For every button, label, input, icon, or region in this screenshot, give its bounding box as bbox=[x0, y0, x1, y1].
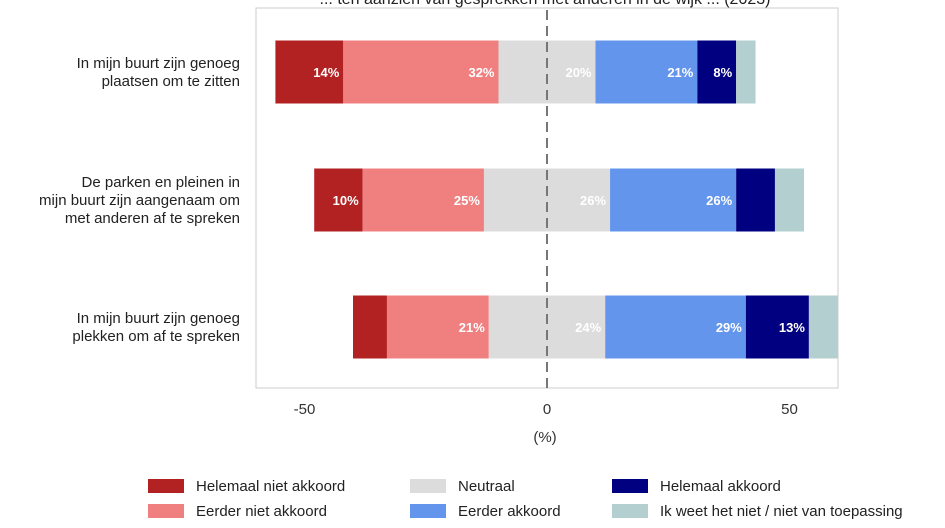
chart-title: ... ten aanzien van gesprekken met ander… bbox=[320, 0, 771, 8]
data-label: 21% bbox=[459, 320, 485, 335]
bar-segment bbox=[808, 295, 838, 359]
legend-item: Neutraal bbox=[410, 478, 515, 495]
data-label: 29% bbox=[716, 320, 742, 335]
data-label: 24% bbox=[575, 320, 601, 335]
legend-label: Neutraal bbox=[458, 478, 515, 495]
category-labels: In mijn buurt zijn genoeg plaatsen om te … bbox=[39, 55, 240, 345]
category-label: In mijn buurt zijn genoeg plaatsen om te … bbox=[77, 55, 240, 90]
data-label: 32% bbox=[468, 65, 494, 80]
bar-segment bbox=[774, 168, 805, 232]
bar-segment bbox=[610, 168, 737, 232]
legend-swatch bbox=[612, 504, 648, 518]
bar-segment bbox=[736, 168, 775, 232]
data-label: 10% bbox=[333, 193, 359, 208]
data-label: 26% bbox=[706, 193, 732, 208]
data-label: 21% bbox=[667, 65, 693, 80]
bar-segment bbox=[697, 40, 737, 104]
legend-label: Helemaal akkoord bbox=[660, 478, 781, 495]
category-label: De parken en pleinen in mijn buurt zijn a… bbox=[39, 174, 240, 227]
data-labels-layer: 14% 32% 20% 21% 8% 10% 25% 26% 26% 21% 24% 29% 13% bbox=[313, 65, 805, 335]
x-tick-label: -50 bbox=[294, 401, 316, 418]
legend-item: Helemaal akkoord bbox=[612, 478, 781, 495]
legend-label: Eerder niet akkoord bbox=[196, 503, 327, 520]
category-label-line: De parken en pleinen in bbox=[82, 174, 240, 191]
bar-segment bbox=[745, 295, 809, 359]
bar-segment bbox=[343, 40, 499, 104]
x-axis-label: (%) bbox=[533, 429, 556, 446]
category-label-line: met anderen af te spreken bbox=[65, 210, 240, 227]
data-label: 14% bbox=[313, 65, 339, 80]
category-label-line: plekken om af te spreken bbox=[72, 328, 240, 345]
bar-segment bbox=[605, 295, 746, 359]
bar-segment bbox=[736, 40, 756, 104]
legend-label: Helemaal niet akkoord bbox=[196, 478, 345, 495]
x-axis-ticks: -50 0 50 bbox=[294, 401, 798, 418]
bars-layer bbox=[275, 40, 838, 359]
x-tick-label: 50 bbox=[781, 401, 798, 418]
bar-segment bbox=[386, 295, 489, 359]
legend-swatch bbox=[410, 479, 446, 493]
category-label-line: In mijn buurt zijn genoeg bbox=[77, 310, 240, 327]
bar-segment bbox=[275, 40, 344, 104]
legend-item: Eerder niet akkoord bbox=[148, 503, 327, 520]
legend-swatch bbox=[612, 479, 648, 493]
data-label: 13% bbox=[779, 320, 805, 335]
bar-segment bbox=[362, 168, 484, 232]
legend: Helemaal niet akkoord Neutraal Helemaal ak… bbox=[148, 478, 903, 520]
bar-segment bbox=[314, 168, 363, 232]
bar-segment bbox=[353, 295, 387, 359]
category-label: In mijn buurt zijn genoeg plekken om af t… bbox=[72, 310, 240, 345]
bar-segment bbox=[595, 40, 698, 104]
legend-item: Eerder akkoord bbox=[410, 503, 561, 520]
legend-swatch bbox=[148, 479, 184, 493]
category-label-line: mijn buurt zijn aangenaam om bbox=[39, 192, 240, 209]
x-tick-label: 0 bbox=[543, 401, 551, 418]
category-label-line: plaatsen om te zitten bbox=[102, 73, 240, 90]
legend-swatch bbox=[148, 504, 184, 518]
data-label: 26% bbox=[580, 193, 606, 208]
legend-swatch bbox=[410, 504, 446, 518]
data-label: 25% bbox=[454, 193, 480, 208]
data-label: 8% bbox=[713, 65, 732, 80]
legend-label: Ik weet het niet / niet van toepassing bbox=[660, 503, 903, 520]
legend-item: Ik weet het niet / niet van toepassing bbox=[612, 503, 903, 520]
legend-item: Helemaal niet akkoord bbox=[148, 478, 345, 495]
data-label: 20% bbox=[565, 65, 591, 80]
category-label-line: In mijn buurt zijn genoeg bbox=[77, 55, 240, 72]
legend-label: Eerder akkoord bbox=[458, 503, 561, 520]
